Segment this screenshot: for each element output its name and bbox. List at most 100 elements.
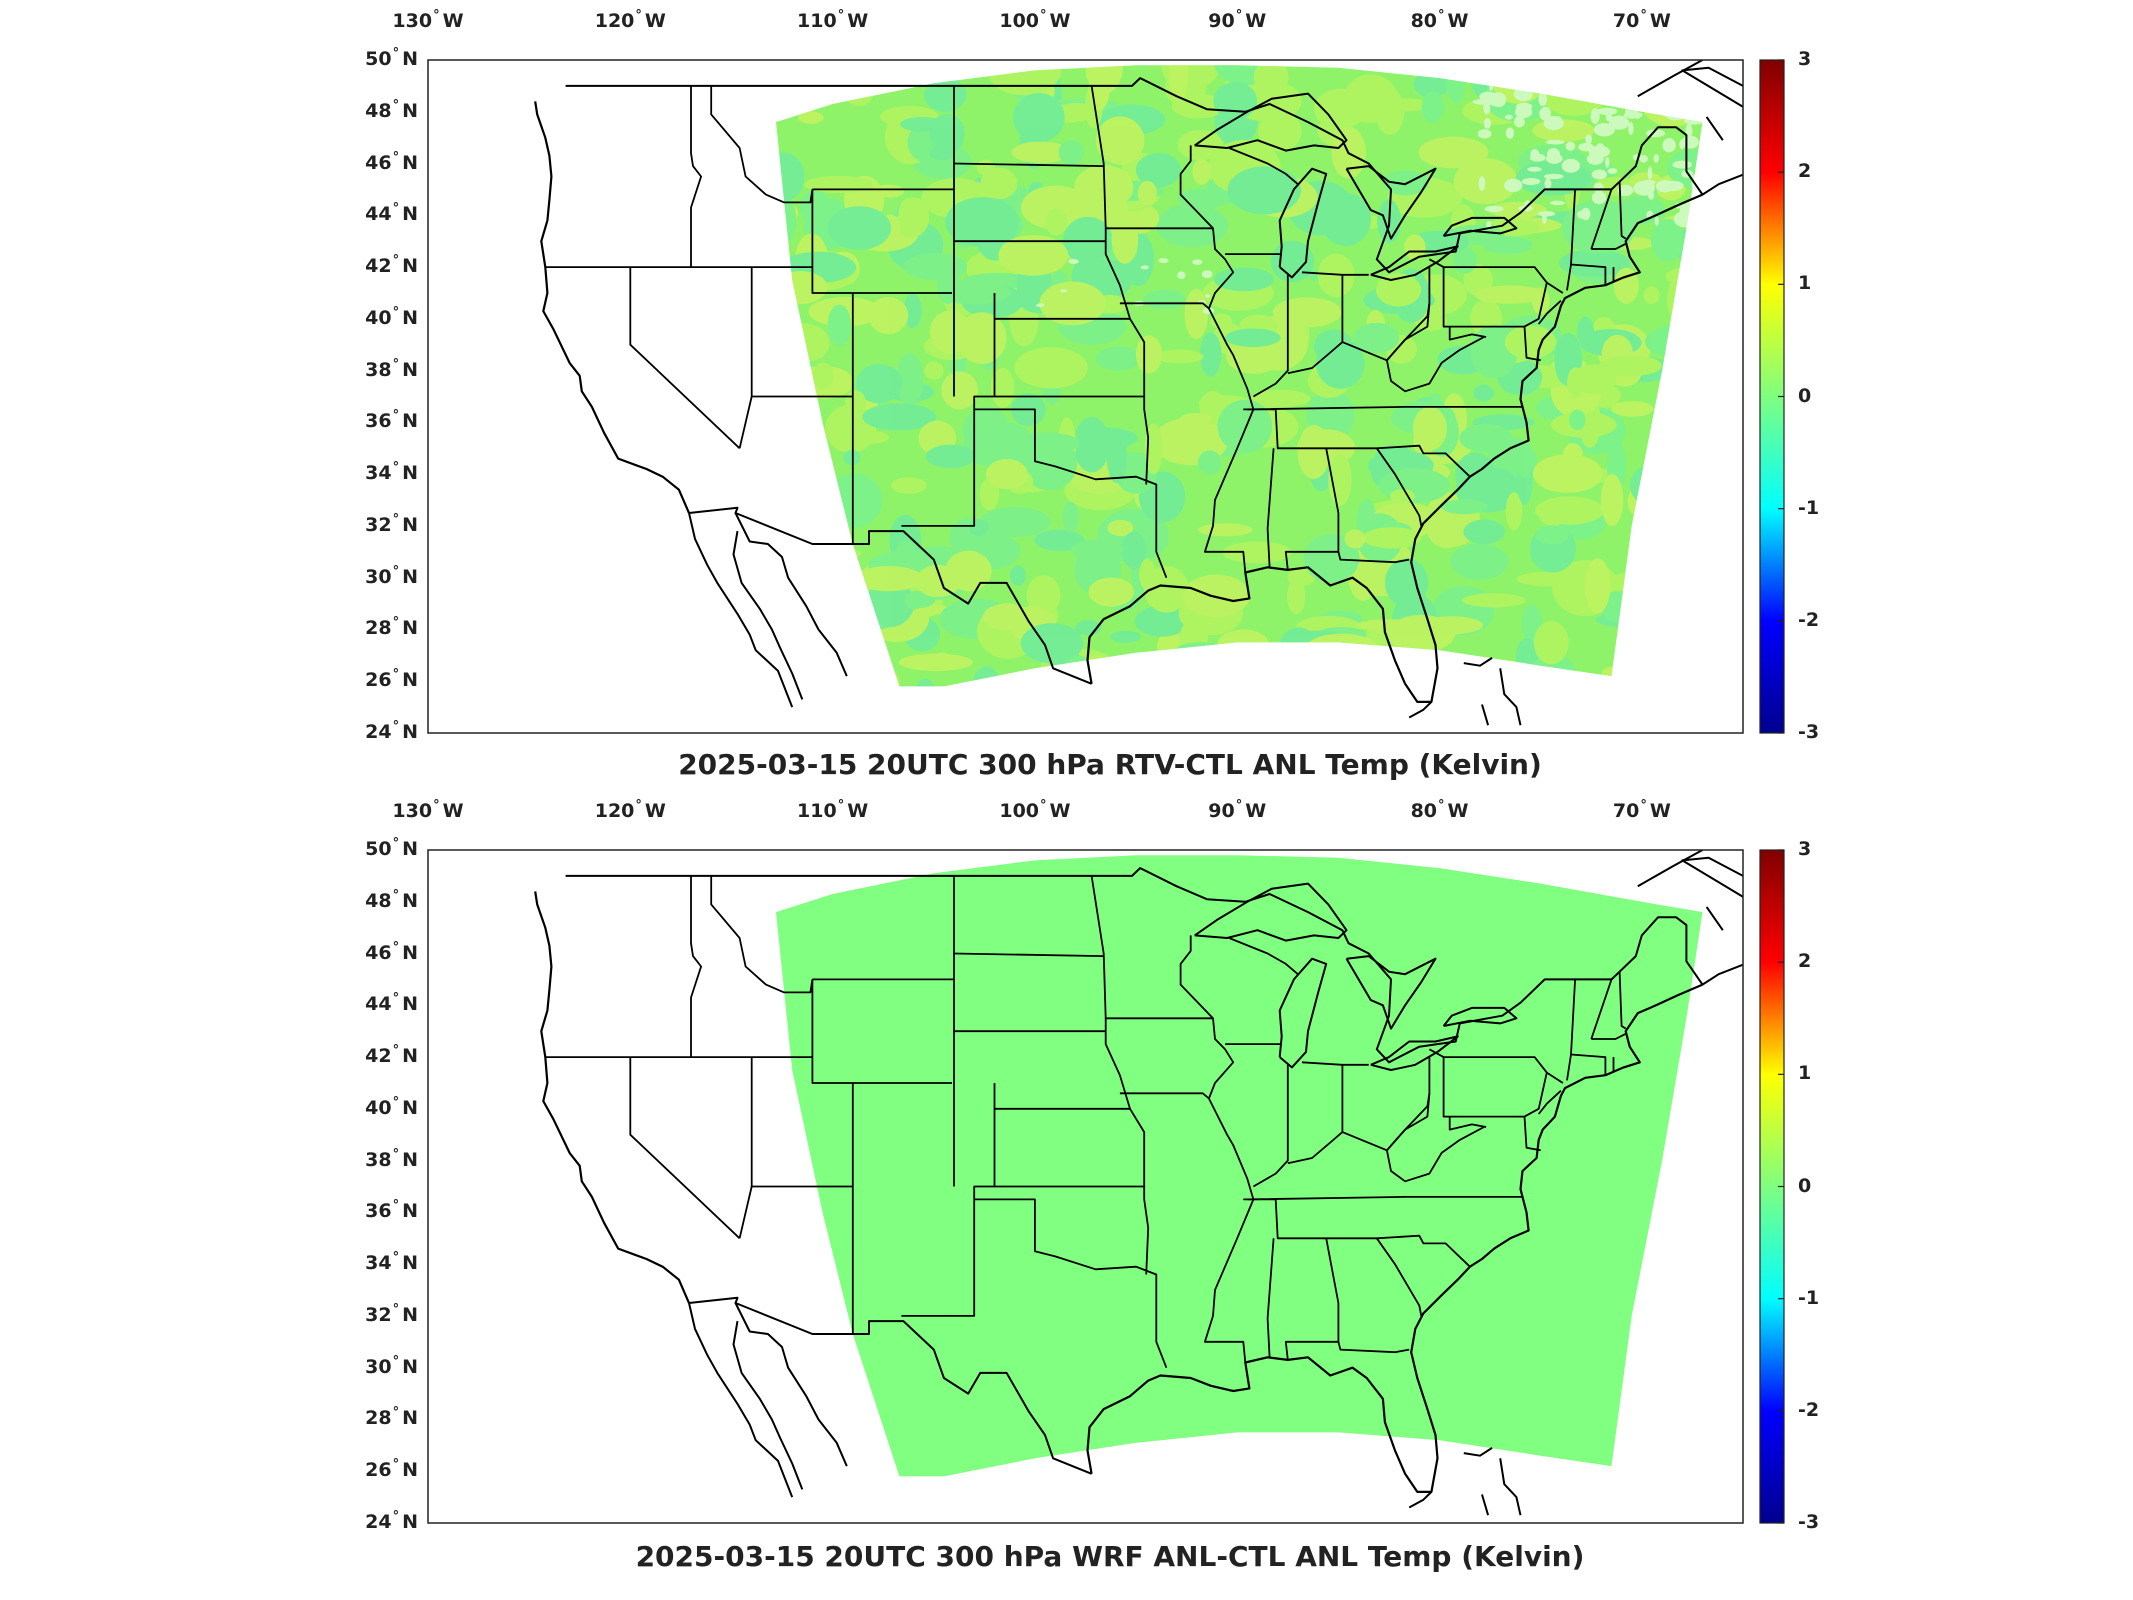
lat-label-value: 24	[365, 721, 392, 743]
degree-symbol: °	[392, 719, 400, 734]
missing-data-patch	[1593, 122, 1615, 137]
lon-label: 130° W	[392, 8, 463, 32]
lat-label: 48° N	[348, 98, 418, 122]
lon-label: 80° W	[1411, 798, 1469, 822]
field-patch	[1482, 65, 1527, 82]
field-patch	[924, 77, 967, 112]
field-patch	[813, 362, 834, 390]
field-patch	[1217, 399, 1273, 454]
degree-symbol: °	[392, 1405, 400, 1421]
degree-symbol: °	[392, 1250, 400, 1266]
bahamas-coastline	[1463, 1447, 1493, 1457]
field-patch	[1187, 669, 1254, 687]
missing-data-patch	[1483, 101, 1491, 115]
field-patch	[914, 678, 936, 687]
state-border	[1570, 263, 1607, 286]
field-patch	[1367, 676, 1395, 687]
missing-data-patch	[1608, 115, 1630, 130]
field-patch	[1542, 68, 1605, 89]
field-patch	[844, 81, 874, 106]
field-patch	[1669, 398, 1703, 448]
degree-symbol: °	[392, 667, 400, 683]
field-patch	[1320, 193, 1371, 247]
lon-label-value: 100	[999, 10, 1040, 32]
lon-label-hemisphere: W	[1245, 10, 1267, 32]
degree-symbol: °	[433, 8, 440, 23]
field-patch	[1459, 423, 1513, 453]
state-border	[1590, 979, 1613, 1040]
great-lake-outline	[1442, 216, 1518, 237]
degree-symbol: °	[1040, 798, 1047, 813]
field-patch	[930, 652, 954, 670]
missing-data-patch	[1596, 143, 1605, 152]
field-patch	[1021, 185, 1091, 230]
field-patch	[1182, 574, 1250, 618]
lat-label-hemisphere: N	[402, 151, 418, 174]
field-patch	[1384, 558, 1429, 607]
state-border	[1243, 1198, 1471, 1268]
lat-label-hemisphere: N	[402, 1096, 418, 1119]
lat-label: 40° N	[348, 1095, 418, 1119]
field-patch	[936, 280, 1011, 305]
field-patch	[1054, 103, 1097, 122]
lat-label-value: 48	[365, 99, 392, 122]
lat-label: 46° N	[348, 940, 418, 964]
degree-symbol: °	[1235, 8, 1243, 23]
lon-label-hemisphere: W	[442, 800, 464, 822]
field-patch	[1474, 285, 1545, 304]
missing-data-patch	[1539, 106, 1552, 121]
field-patch	[1584, 558, 1611, 614]
state-border	[629, 1057, 741, 1239]
missing-data-patch	[1591, 169, 1607, 180]
field-patch	[1303, 533, 1360, 583]
field-patch	[814, 547, 862, 560]
field-patch	[1203, 654, 1262, 687]
missing-data-patch	[1565, 141, 1576, 151]
state-border	[953, 162, 1104, 167]
missing-data-patch	[1672, 160, 1693, 169]
missing-data-patch	[1688, 83, 1703, 100]
lat-label-hemisphere: N	[402, 99, 418, 122]
field-patch	[868, 296, 909, 335]
degree-symbol: °	[392, 563, 400, 579]
lon-label: 100° W	[999, 798, 1070, 822]
missing-data-patch	[1586, 153, 1604, 165]
lon-label: 90° W	[1208, 8, 1267, 32]
field-patch	[1421, 90, 1444, 124]
state-border	[1570, 1053, 1607, 1076]
canada-coastline	[1701, 963, 1743, 986]
field-patch	[1085, 65, 1123, 94]
field-patch	[776, 568, 826, 608]
missing-data-patch	[1685, 219, 1697, 231]
missing-data-patch	[1472, 99, 1491, 105]
lon-label-hemisphere: W	[847, 800, 869, 822]
lat-label: 36° N	[348, 408, 418, 432]
lat-label-hemisphere: N	[402, 1355, 418, 1378]
field-patch	[1489, 201, 1547, 219]
field-patch	[1632, 600, 1703, 656]
missing-data-patch	[1654, 216, 1659, 226]
field-patch	[1237, 651, 1265, 687]
lon-label: 90° W	[1208, 798, 1266, 822]
state-border	[629, 267, 741, 449]
field-patch	[1638, 526, 1665, 566]
lon-label-value: 100	[999, 800, 1040, 822]
field-patch	[971, 666, 1002, 687]
missing-data-patch	[1550, 200, 1565, 206]
missing-data-patch	[1664, 107, 1687, 121]
field-patch	[1535, 525, 1569, 545]
state-border	[1119, 302, 1210, 310]
degree-symbol: °	[392, 149, 400, 165]
degree-symbol: °	[392, 356, 400, 372]
lat-label: 28° N	[348, 1405, 418, 1429]
state-border	[1342, 267, 1431, 362]
field-patch	[776, 466, 807, 522]
lat-label: 26° N	[348, 1457, 418, 1481]
lat-label: 34° N	[348, 1250, 418, 1274]
colorbar-tick-label: -3	[1798, 721, 1820, 743]
lon-label-value: 120	[594, 800, 635, 822]
state-border	[811, 979, 952, 1084]
degree-symbol: °	[392, 991, 400, 1007]
field-patch	[1222, 541, 1292, 564]
florida-keys	[1408, 1491, 1433, 1509]
